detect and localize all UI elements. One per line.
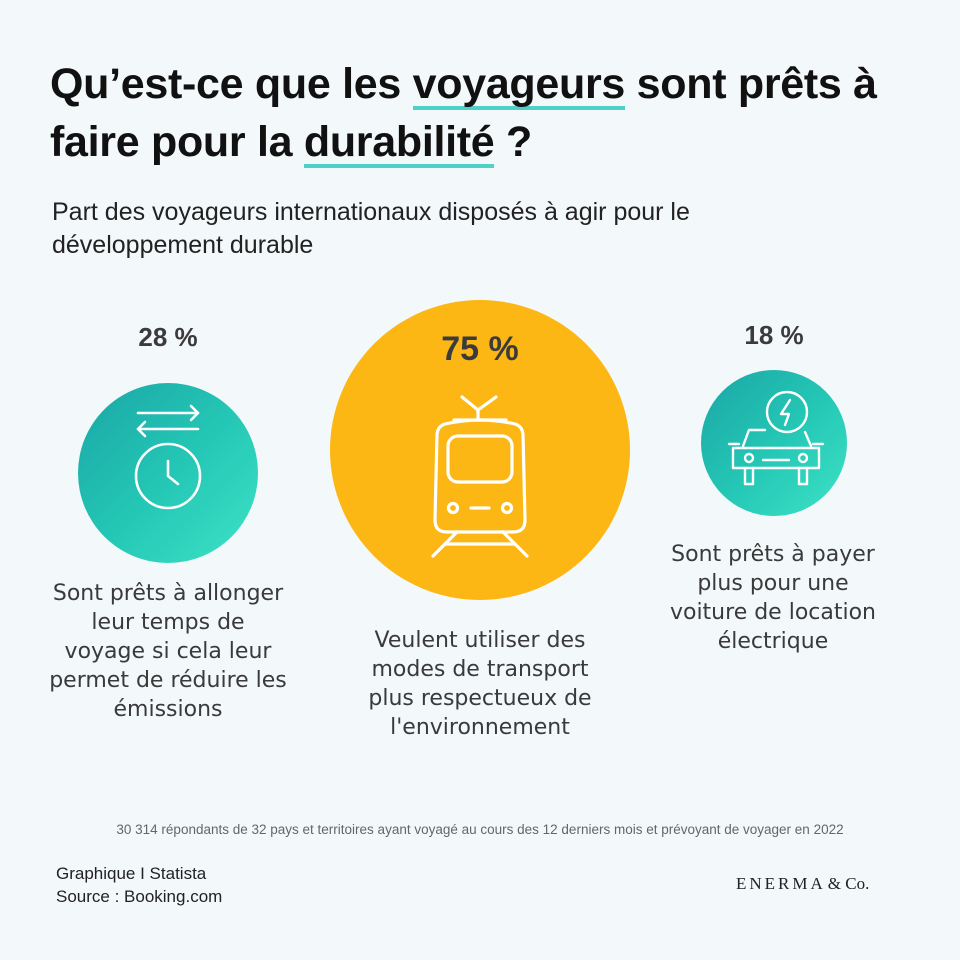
title-highlight-voyageurs: voyageurs xyxy=(412,60,626,110)
train-icon xyxy=(431,395,529,558)
title-text-2: sont prêts à faire pour la xyxy=(50,60,877,166)
value-label-1: 28 % xyxy=(138,322,198,352)
electric-car-icon xyxy=(727,390,825,486)
logo-suffix: & Co. xyxy=(827,874,870,893)
value-label-3: 18 % xyxy=(744,320,804,350)
footnote: 30 314 répondants de 32 pays et territoi… xyxy=(116,822,844,837)
description-2: Veulent utiliser des modes de transport … xyxy=(368,628,592,740)
chart-subtitle: Part des voyageurs internationaux dispos… xyxy=(52,198,690,259)
title-text-3: ? xyxy=(494,118,533,166)
bubble-1 xyxy=(78,383,258,563)
clock-arrows-icon xyxy=(134,404,202,510)
logo-text: ENERMA xyxy=(736,874,826,893)
chart-credit: Graphique I Statista xyxy=(56,864,207,883)
enerma-logo: ENERMA & Co. xyxy=(736,874,869,894)
bubble-3 xyxy=(701,370,847,516)
title-text-1: Qu’est-ce que les xyxy=(50,60,413,108)
bubble-2 xyxy=(330,300,630,600)
source-note: Source : Booking.com xyxy=(56,887,223,906)
chart-title: Qu’est-ce que les voyageurs sont prêts à… xyxy=(50,55,920,171)
description-3: Sont prêts à payer plus pour une voiture… xyxy=(669,542,877,654)
value-label-2: 75 % xyxy=(441,330,519,368)
title-highlight-durabilite: durabilité xyxy=(303,118,495,168)
description-1: Sont prêts à allonger leur temps de voya… xyxy=(49,581,287,722)
